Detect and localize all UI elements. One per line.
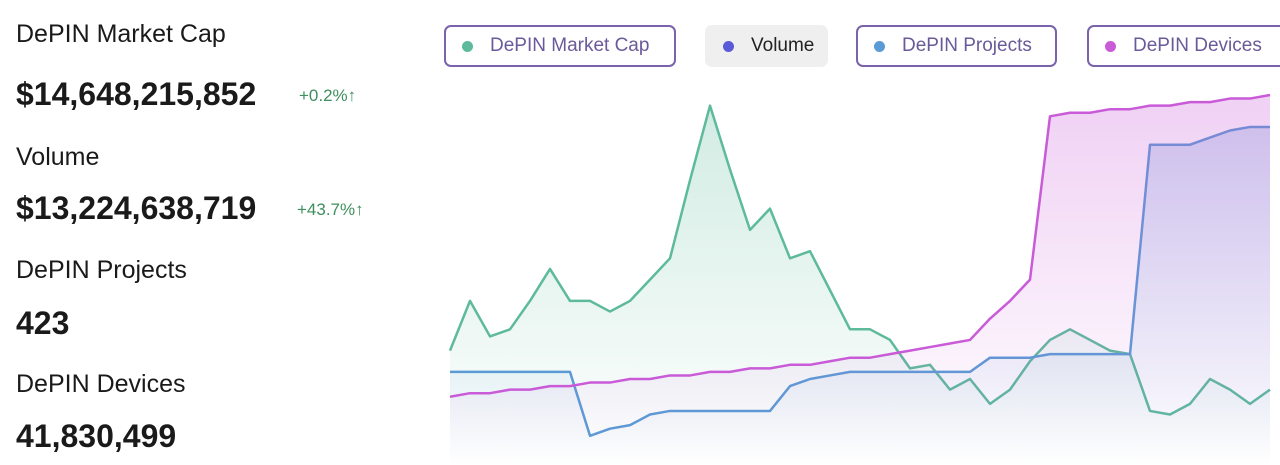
legend-label: DePIN Projects [902,35,1032,56]
line [449,93,1271,398]
legend-label: Volume [751,35,815,56]
stat-value: $14,648,215,852 [16,76,257,112]
stat-label: Volume [16,143,100,171]
stat-label: DePIN Market Cap [16,20,226,48]
stat-value: 41,830,499 [16,418,177,454]
stat-value: $13,224,638,719 [16,190,257,226]
area [450,95,1270,465]
legend-dot [1105,40,1116,52]
legend-item[interactable]: Volume [705,25,828,67]
legend-dot [874,40,885,52]
legend-dot [462,40,473,52]
legend-label: DePIN Devices [1133,35,1262,56]
stat-change: +0.2%↑ [299,86,357,105]
stat-value: 423 [16,305,70,341]
stat-label: DePIN Devices [16,370,186,398]
legend-dot [723,40,734,52]
legend: DePIN Market Cap Volume DePIN Projects DePI… [444,25,1280,71]
stat-label: DePIN Projects [16,256,187,284]
legend-item[interactable]: DePIN Projects [856,25,1057,67]
stat-change: +43.7%↑ [297,200,364,219]
legend-label: DePIN Market Cap [490,35,650,56]
legend-item[interactable]: DePIN Devices [1087,25,1280,67]
legend-item[interactable]: DePIN Market Cap [444,25,676,67]
